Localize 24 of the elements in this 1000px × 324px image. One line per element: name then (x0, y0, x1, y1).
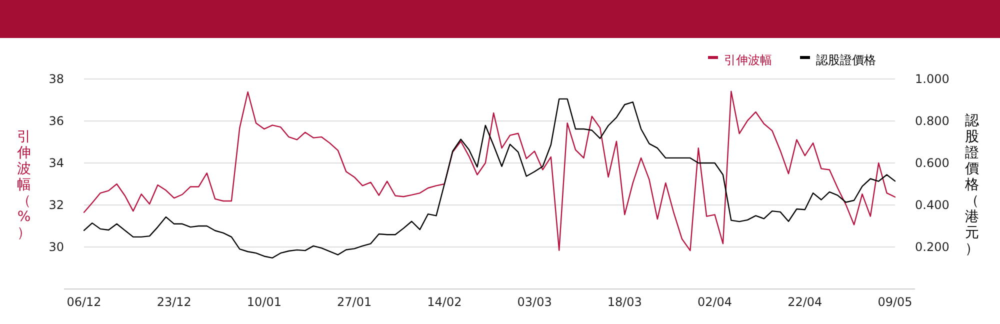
x-tick-label: 18/03 (607, 295, 642, 309)
text: 認股證價格（港元） (965, 112, 979, 257)
y-tick-label: 34 (48, 156, 64, 170)
x-tick-label: 03/03 (517, 295, 552, 309)
x-tick-label: 10/01 (246, 295, 282, 309)
y2-tick-label: 0.200 (915, 240, 950, 254)
x-tick-label: 09/05 (878, 295, 912, 309)
x-tick-label: 06/12 (66, 295, 102, 309)
y2-tick-label: 1.000 (915, 72, 950, 86)
x-tick-label: 27/01 (337, 295, 372, 309)
y-tick-label: 36 (48, 114, 64, 128)
x-tick-label: 14/02 (427, 295, 462, 309)
y2-tick-label: 0.600 (915, 156, 950, 170)
legend-label: 引伸波幅 (724, 53, 772, 68)
y-tick-label: 30 (48, 240, 64, 254)
y2-tick-label: 0.400 (915, 198, 950, 212)
y2-tick-label: 0.800 (915, 114, 950, 128)
x-tick-label: 02/04 (697, 295, 732, 309)
x-tick-label: 23/12 (156, 295, 192, 309)
x-tick-label: 22/04 (788, 295, 822, 309)
y-axis-title: 引伸波幅（%） (16, 128, 31, 241)
legend-label: 認股證價格 (816, 53, 876, 68)
y-tick-label: 32 (48, 198, 64, 212)
y-tick-label: 38 (48, 72, 64, 86)
